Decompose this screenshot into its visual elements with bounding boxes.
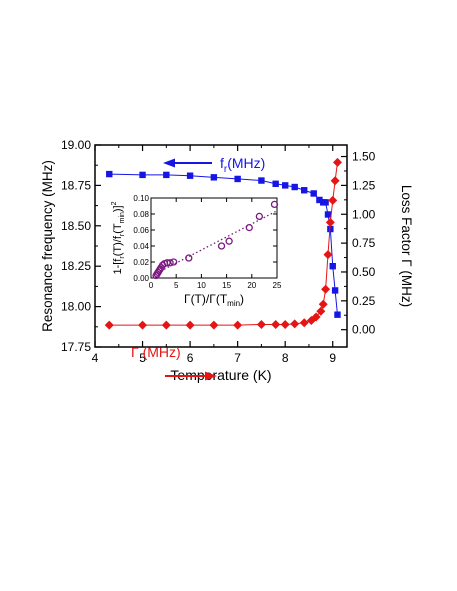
- data-point-square: [322, 199, 329, 206]
- inset-data-point: [185, 254, 193, 262]
- inset-y-tick-label: 0.10: [133, 194, 149, 203]
- inset-x-tick-label: 15: [222, 281, 231, 290]
- data-point-diamond: [325, 217, 335, 227]
- data-point-diamond: [316, 306, 326, 316]
- data-point-diamond: [328, 195, 338, 205]
- data-point-square: [334, 311, 341, 318]
- data-point-diamond: [299, 318, 309, 328]
- data-point-square: [316, 196, 323, 204]
- annotation-gamma: Γ (MHz): [131, 344, 217, 381]
- y-axis-left: 17.75 18.00 18.25 18.50 18.75 19.00: [61, 138, 101, 354]
- data-point-diamond: [321, 284, 331, 294]
- data-point-diamond: [256, 319, 266, 329]
- data-point-diamond: [332, 157, 342, 167]
- inset-y-axis-label: 1-[fr(T)/fr(Tmin)]2: [111, 201, 126, 274]
- data-point-square: [324, 211, 332, 218]
- inset-y-tick-label: 0.02: [133, 258, 149, 267]
- inset-x-tick-label: 5: [174, 281, 179, 290]
- inset-y-axis: 0.00 0.02 0.04 0.06 0.08 0.10: [133, 194, 277, 283]
- data-point-square: [329, 263, 336, 270]
- data-point-diamond: [104, 320, 114, 330]
- inset-data-point: [245, 223, 253, 232]
- x-tick-label: 9: [329, 351, 336, 365]
- data-point-square: [106, 170, 113, 178]
- y-axis-right-label: Loss Factor Γ (MHz): [399, 185, 414, 307]
- data-point-diamond: [323, 250, 333, 260]
- inset-y-tick-label: 0.08: [133, 210, 149, 219]
- data-point-square: [234, 175, 241, 183]
- data-point-diamond: [138, 320, 148, 330]
- inset-x-tick-label: 20: [247, 281, 256, 290]
- data-point-diamond: [290, 319, 300, 329]
- data-point-square: [331, 287, 339, 294]
- y-right-tick-label: 1.00: [352, 207, 376, 221]
- data-point-square: [301, 187, 308, 194]
- x-tick-label: 7: [234, 351, 241, 365]
- y-axis-right: 0.00 0.25 0.50 0.75 1.00 1.25 1.50: [341, 150, 376, 337]
- data-point-diamond: [233, 320, 243, 330]
- y-left-tick-label: 18.25: [61, 259, 91, 273]
- data-point-diamond: [271, 319, 281, 329]
- inset-data-point: [166, 259, 174, 267]
- inset-data-point: [270, 200, 279, 209]
- x-tick-label: 8: [282, 351, 289, 365]
- y-left-tick-label: 17.75: [61, 340, 91, 354]
- inset-y-tick-label: 0.04: [133, 242, 149, 251]
- y-left-tick-label: 18.00: [61, 300, 91, 314]
- inset-x-tick-label: 25: [273, 281, 282, 290]
- data-point-diamond: [209, 320, 219, 330]
- data-point-square: [310, 190, 317, 197]
- inset-data-point: [170, 258, 178, 266]
- inset-data-point: [255, 212, 264, 221]
- y-right-tick-label: 0.50: [352, 265, 376, 279]
- x-tick-label: 6: [187, 351, 194, 365]
- x-axis: 4 5 6 7 8 9: [92, 145, 336, 365]
- inset-x-tick-label: 10: [197, 281, 206, 290]
- inset-x-axis-label: Γ(T)/Γ(Tmin): [184, 292, 244, 308]
- inset-x-axis: 0 5 10 15 20 25: [149, 198, 282, 290]
- y-left-tick-label: 18.50: [61, 219, 91, 233]
- y-right-tick-label: 0.25: [352, 294, 376, 308]
- data-point-square: [258, 177, 265, 184]
- annotation-fr-text: fr(MHz): [220, 155, 265, 175]
- data-point-square: [272, 180, 279, 187]
- inset-data-point: [225, 237, 233, 245]
- data-point-square: [210, 174, 218, 181]
- arrow-left-icon: [163, 158, 175, 168]
- data-point-diamond: [185, 320, 195, 330]
- data-point-square: [139, 171, 146, 179]
- data-point-diamond: [330, 176, 340, 186]
- data-point-diamond: [161, 320, 171, 330]
- inset-data-point: [217, 242, 226, 250]
- y-right-tick-label: 0.75: [352, 236, 376, 250]
- data-point-square: [186, 172, 194, 179]
- y-right-tick-label: 1.50: [352, 150, 376, 164]
- inset-series: [152, 200, 279, 280]
- data-point-square: [163, 171, 170, 179]
- data-point-square: [281, 182, 289, 189]
- data-point-diamond: [311, 312, 321, 322]
- y-left-tick-label: 19.00: [61, 138, 91, 152]
- data-point-diamond: [280, 319, 290, 329]
- y-right-tick-label: 1.25: [352, 178, 376, 192]
- x-tick-label: 5: [139, 351, 146, 365]
- data-point-square: [291, 183, 298, 191]
- main-series: [104, 157, 342, 330]
- inset-y-tick-label: 0.06: [133, 226, 149, 235]
- data-point-diamond: [318, 299, 328, 309]
- inset-x-tick-label: 0: [149, 281, 154, 290]
- y-right-tick-label: 0.00: [352, 323, 376, 337]
- annotation-gamma-text: Γ (MHz): [131, 344, 181, 360]
- inset-y-tick-label: 0.00: [133, 274, 149, 283]
- y-axis-left-label: Resonance frequency (MHz): [40, 160, 55, 332]
- x-tick-label: 4: [92, 351, 99, 365]
- y-left-tick-label: 18.75: [61, 178, 91, 192]
- arrow-right-icon: [205, 371, 217, 381]
- annotation-fr: fr(MHz): [163, 155, 265, 175]
- x-axis-label: Temperature (K): [170, 367, 271, 383]
